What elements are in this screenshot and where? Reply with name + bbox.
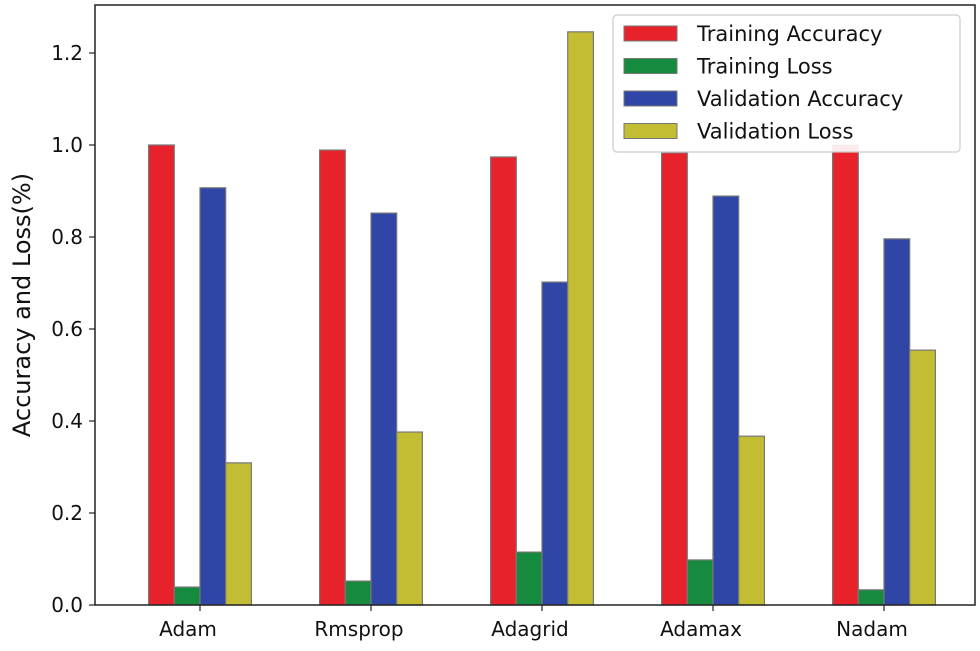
bar-training-accuracy-adamax: [660, 152, 688, 606]
legend-label: Training Accuracy: [696, 22, 882, 46]
y-axis-label: Accuracy and Loss(%): [8, 173, 36, 437]
legend-swatch: [623, 90, 678, 107]
bar-validation-loss-adam: [225, 462, 252, 606]
bar-training-loss-adamax: [686, 559, 714, 606]
legend-swatch: [623, 123, 678, 139]
x-tick-label: Nadam: [836, 617, 908, 641]
bar-validation-loss-nadam: [909, 349, 937, 606]
bar-validation-loss-adagrid: [567, 31, 595, 606]
y-tick-label: 1.2: [51, 41, 83, 65]
x-tick-label: Rmsprop: [314, 617, 403, 641]
bar-training-loss-nadam: [857, 589, 885, 606]
legend-swatch: [623, 25, 678, 42]
bar-validation-loss-rmsprop: [396, 431, 424, 606]
bar-validation-accuracy-adamax: [712, 195, 740, 606]
plot-frame: [94, 4, 976, 606]
x-tick-label: Adagrid: [491, 617, 568, 641]
y-tick-label: 0.2: [51, 501, 83, 525]
y-tick-label: 0.4: [51, 409, 83, 433]
legend-label: Validation Accuracy: [697, 87, 903, 111]
bar-training-loss-adagrid: [515, 551, 543, 606]
x-tick-label: Adam: [159, 617, 217, 641]
bar-training-accuracy-rmsprop: [319, 149, 346, 606]
bar-training-accuracy-nadam: [831, 144, 859, 606]
bar-training-accuracy-adam: [148, 144, 175, 606]
bar-validation-accuracy-nadam: [883, 238, 911, 606]
bar-training-loss-adam: [173, 586, 201, 606]
bar-validation-accuracy-adagrid: [541, 281, 569, 606]
y-tick-label: 0.6: [51, 317, 83, 341]
legend-box: [612, 14, 961, 153]
legend: Training Accuracy Training Loss Validation…: [612, 14, 961, 153]
bar-validation-accuracy-rmsprop: [370, 212, 398, 606]
y-tick-label: 0.8: [51, 225, 83, 249]
x-tick-label: Adamax: [660, 617, 742, 641]
bar-validation-loss-adamax: [738, 435, 766, 606]
bar-training-loss-rmsprop: [344, 580, 372, 606]
legend-swatch: [623, 58, 678, 74]
bar-training-accuracy-adagrid: [490, 156, 517, 606]
y-tick-label: 0.0: [51, 593, 83, 617]
legend-label: Training Loss: [696, 55, 833, 79]
legend-label: Validation Loss: [697, 120, 853, 144]
y-tick-label: 1.0: [51, 133, 83, 157]
bar-validation-accuracy-adam: [199, 187, 227, 606]
